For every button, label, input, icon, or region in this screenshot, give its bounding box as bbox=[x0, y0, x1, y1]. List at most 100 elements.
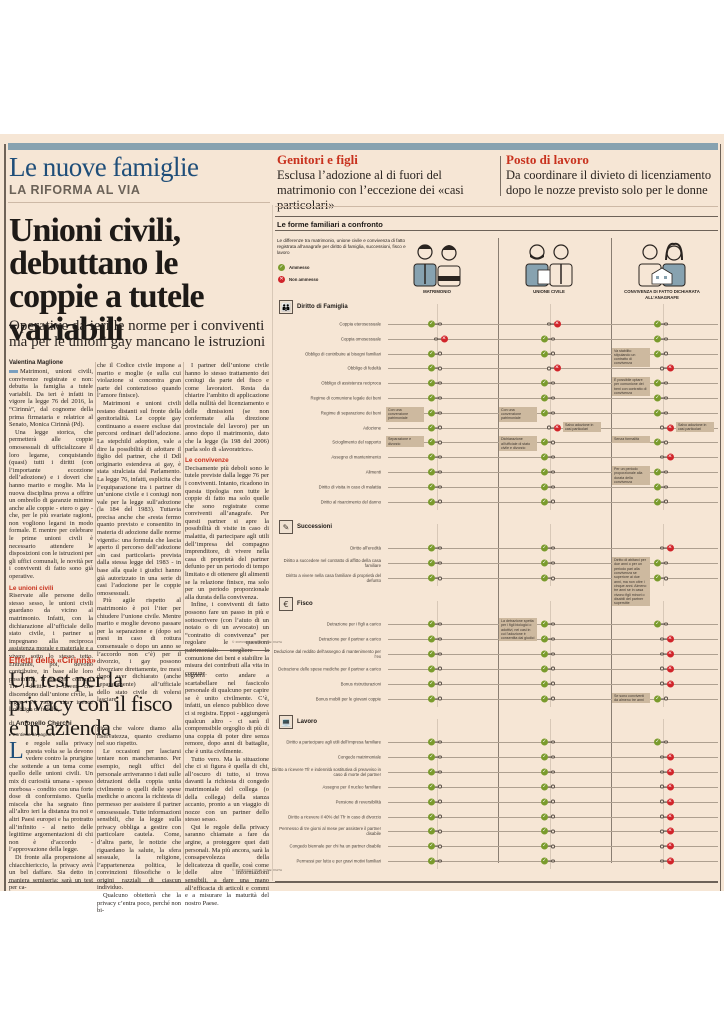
article-column-2: che il Codice civile impone a marito e m… bbox=[97, 362, 181, 704]
connector bbox=[435, 801, 438, 803]
check-icon: ✓ bbox=[428, 394, 435, 402]
row-label: Permessi per lutto e per gravi motivi fa… bbox=[296, 858, 381, 864]
check-icon: ✓ bbox=[654, 468, 661, 476]
row-note: Separazione e divorzio bbox=[386, 436, 424, 447]
not-allowed-mark: ✕ bbox=[660, 827, 674, 835]
check-icon: ✓ bbox=[654, 695, 661, 702]
check-icon: ✓ bbox=[428, 559, 435, 567]
money-icon: € bbox=[279, 597, 293, 611]
row-label: Assegno per il nucleo familiare bbox=[322, 784, 381, 790]
connector bbox=[548, 338, 551, 340]
check-icon: ✓ bbox=[278, 264, 285, 271]
node-ring bbox=[664, 322, 668, 326]
node-ring bbox=[438, 499, 442, 504]
check-icon: ✓ bbox=[428, 753, 435, 761]
article2-column-3: sognerà certo andare a scartabellare nel… bbox=[185, 672, 269, 907]
comparison-row: Diritto a partecipare agli utili dell’im… bbox=[275, 736, 718, 748]
row-line bbox=[388, 324, 718, 325]
page-edge-left bbox=[4, 144, 6, 891]
connector bbox=[548, 486, 551, 488]
allowed-mark: ✓ bbox=[541, 379, 555, 387]
row-label: Obbligo di assistenza reciproca bbox=[321, 380, 381, 386]
node-ring bbox=[551, 411, 555, 415]
node-ring bbox=[660, 859, 664, 863]
node-ring bbox=[438, 755, 442, 759]
row-label: Diritto di visita in caso di malattia bbox=[318, 484, 381, 490]
allowed-mark: ✓ bbox=[428, 468, 442, 476]
infographic-title-rule bbox=[275, 230, 718, 231]
page-edge-right bbox=[720, 144, 721, 891]
node-ring bbox=[438, 740, 442, 744]
column-divider bbox=[183, 670, 184, 875]
continued-from-link[interactable]: ▸ Continua da pagina 1 bbox=[9, 732, 56, 737]
allowed-mark: ✓ bbox=[428, 453, 442, 461]
row-label: Congedo biennale per chi ha un partner d… bbox=[289, 843, 382, 849]
connector bbox=[435, 786, 438, 788]
row-note: Con una convenzione patrimoniale bbox=[499, 406, 537, 422]
column-guide bbox=[437, 719, 438, 870]
not-allowed-mark: ✕ bbox=[660, 650, 674, 658]
row-label: Coppia eterosessuale bbox=[339, 321, 381, 327]
connector bbox=[548, 623, 551, 625]
check-icon: ✓ bbox=[654, 320, 661, 328]
column-divider bbox=[183, 362, 184, 644]
not-allowed-mark: ✕ bbox=[660, 783, 674, 791]
check-icon: ✓ bbox=[541, 768, 548, 776]
allowed-mark: ✓ bbox=[428, 738, 442, 746]
check-icon: ✓ bbox=[428, 680, 435, 688]
check-icon: ✓ bbox=[541, 842, 548, 850]
node-ring bbox=[551, 740, 555, 744]
allowed-mark: ✓ bbox=[428, 544, 442, 552]
paragraph: che il Codice civile impone a marito e m… bbox=[97, 362, 181, 400]
row-label: Detrazione per il partner a carico bbox=[318, 636, 381, 642]
connector bbox=[661, 412, 664, 414]
node-ring bbox=[551, 440, 555, 445]
check-icon: ✓ bbox=[428, 364, 435, 372]
divider bbox=[8, 202, 270, 203]
comparison-row: Permessi per lutto e per gravi motivi fa… bbox=[275, 855, 718, 867]
allowed-mark: ✓ bbox=[428, 483, 442, 491]
node-ring bbox=[664, 576, 668, 581]
teaser-kicker: Genitori e figli bbox=[277, 152, 358, 167]
allowed-mark: ✓ bbox=[428, 842, 442, 850]
article-subheadline: Operative da ieri le norme per i convive… bbox=[9, 318, 266, 350]
article-column-3: I partner dell’unione civile hanno lo st… bbox=[185, 362, 269, 677]
paragraph: Qui le regole della privacy saranno chia… bbox=[185, 823, 269, 907]
article-subhead: Le convivenze bbox=[185, 457, 229, 465]
check-icon: ✓ bbox=[654, 483, 661, 491]
connector bbox=[548, 653, 551, 655]
page-column-divider bbox=[272, 205, 273, 881]
connector bbox=[550, 323, 554, 325]
node-ring bbox=[660, 784, 664, 789]
allowed-mark: ✓ bbox=[428, 574, 442, 582]
row-note: Con una convenzione patrimoniale bbox=[386, 406, 424, 422]
connector bbox=[548, 547, 551, 549]
connector bbox=[548, 756, 551, 758]
check-icon: ✓ bbox=[654, 574, 661, 582]
check-icon: ✓ bbox=[654, 559, 661, 567]
allowed-mark: ✓ bbox=[428, 650, 442, 658]
teaser-lavoro[interactable]: Posto di lavoro Da coordinare il divieto… bbox=[506, 152, 724, 198]
legend-label: Non ammesso bbox=[289, 277, 319, 282]
comparison-row: Coppia omosessuale ✕ ✓ ✓ bbox=[275, 333, 718, 345]
connector bbox=[435, 741, 438, 743]
connector bbox=[548, 741, 551, 743]
node-ring bbox=[438, 622, 442, 626]
comparison-row: Diritto di visita in caso di malattia ✓ ✓ ✓ bbox=[275, 481, 718, 493]
cross-icon: ✕ bbox=[666, 680, 674, 688]
column-guide bbox=[663, 719, 664, 870]
node-ring bbox=[664, 337, 668, 341]
node-ring bbox=[660, 681, 664, 686]
connector bbox=[663, 860, 667, 862]
section-title: Le nuove famiglie bbox=[9, 152, 199, 182]
row-line bbox=[388, 368, 718, 370]
column-divider bbox=[95, 725, 96, 875]
connector bbox=[435, 668, 438, 670]
not-allowed-mark: ✕ bbox=[434, 335, 448, 343]
node-ring bbox=[660, 666, 664, 671]
allowed-mark: ✓ bbox=[541, 498, 555, 506]
teaser-genitori[interactable]: Genitori e figli Esclusa l’adozione al d… bbox=[277, 152, 497, 213]
connector bbox=[661, 338, 664, 340]
row-note: Per un periodo proporzionale alla durata… bbox=[612, 466, 650, 486]
category-fisco: € Fisco bbox=[279, 597, 313, 611]
